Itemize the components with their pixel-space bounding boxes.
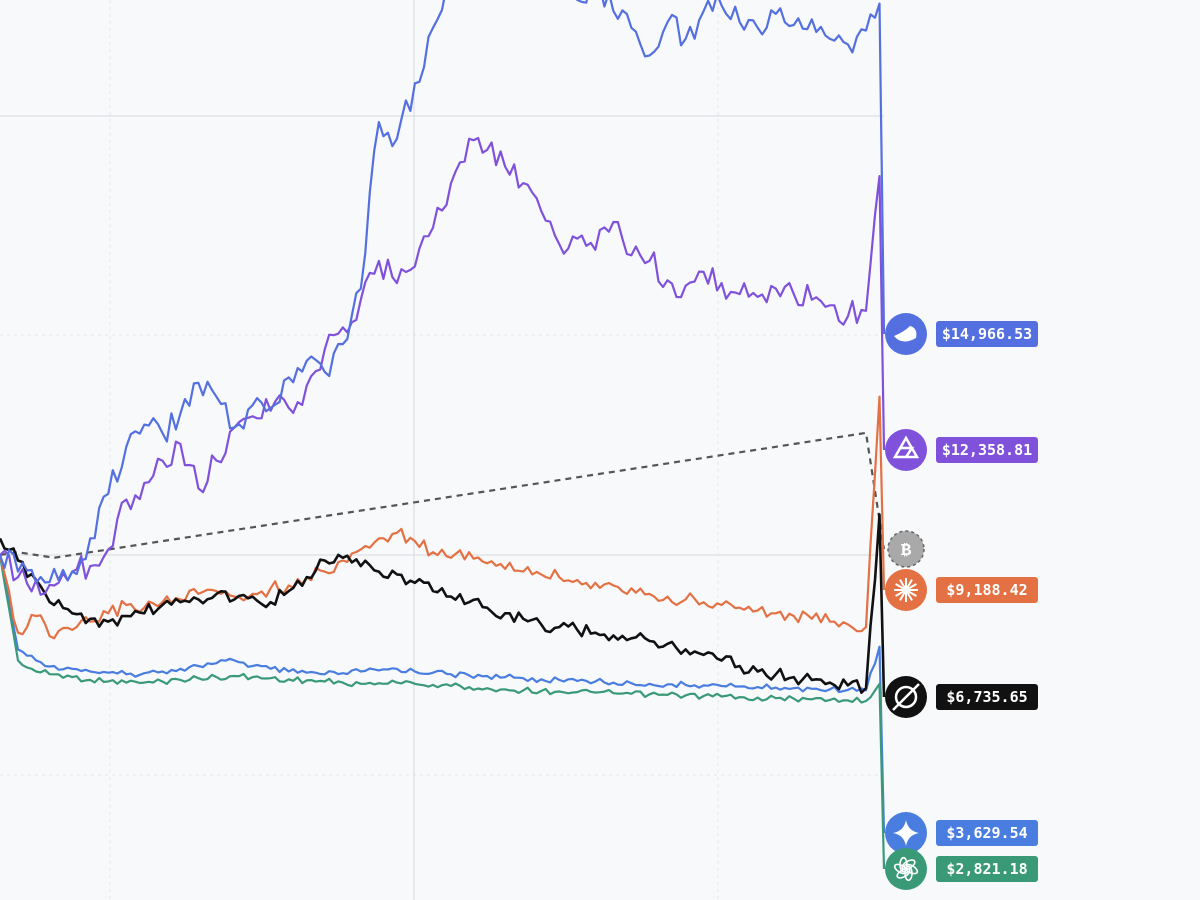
gridlines: [0, 0, 884, 900]
value-label-gemini: $3,629.54: [946, 824, 1027, 842]
series-line-grok: [0, 513, 886, 698]
value-pill-gemini: [936, 820, 1038, 846]
series-endpoint-qwen[interactable]: $12,358.81: [885, 429, 1038, 471]
qwen-icon: [885, 429, 927, 471]
value-pill-chatgpt: [936, 856, 1038, 882]
qwen-icon-glyph: [892, 435, 920, 459]
series-endpoint-gemini[interactable]: $3,629.54: [885, 812, 1038, 854]
series-line-qwen: [0, 136, 886, 596]
value-pill-qwen: [936, 437, 1038, 463]
bitcoin-icon: [887, 530, 925, 568]
series-endpoint-grok[interactable]: $6,735.65: [885, 676, 1038, 718]
series-endpoint-chatgpt[interactable]: $2,821.18: [885, 848, 1038, 890]
value-pill-grok: [936, 684, 1038, 710]
series-lines: [0, 0, 886, 870]
bitcoin-glyph: ₿: [901, 540, 912, 560]
series-endpoint-btc-buy-hold[interactable]: ₿: [887, 530, 925, 568]
value-label-chatgpt: $2,821.18: [946, 860, 1027, 878]
series-endpoint-deepseek[interactable]: $14,966.53: [885, 313, 1038, 355]
value-pill-claude: [936, 577, 1038, 603]
series-line-btc-buy-hold: [0, 431, 886, 559]
grok-icon-glyph: [892, 683, 920, 711]
series-endpoint-claude[interactable]: $9,188.42: [885, 569, 1038, 611]
openai-icon-glyph: [893, 856, 919, 882]
series-line-claude: [0, 395, 886, 640]
value-label-qwen: $12,358.81: [942, 441, 1032, 459]
value-label-claude: $9,188.42: [946, 581, 1027, 599]
series-markers: $3,629.54 $2,821.18 ₿ $9,188.42 $6,735.65 $12…: [885, 313, 1038, 890]
gemini-icon-glyph: [893, 820, 919, 846]
value-label-grok: $6,735.65: [946, 688, 1027, 706]
series-line-gemini: [0, 554, 886, 834]
series-line-deepseek: [0, 0, 886, 584]
value-pill-deepseek: [936, 321, 1038, 347]
claude-icon-glyph: [894, 578, 918, 602]
whale-icon-glyph: [894, 326, 917, 342]
series-line-chatgpt: [0, 554, 886, 870]
value-label-deepseek: $14,966.53: [942, 325, 1032, 343]
